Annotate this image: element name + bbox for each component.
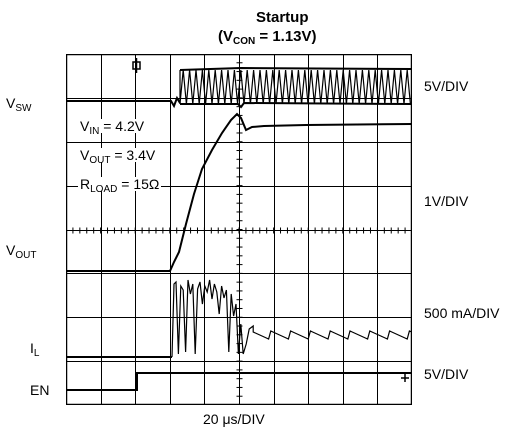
trace-en xyxy=(66,372,412,391)
chart-title-line1: Startup xyxy=(256,9,309,26)
scale-label-vout: 1V/DIV xyxy=(424,193,469,209)
channel-label-vout: VOUT xyxy=(6,242,37,261)
annotation-vin: VIN = 4.2V xyxy=(78,118,147,137)
scale-label-vsw: 5V/DIV xyxy=(424,78,469,94)
scale-label-il: 500 mA/DIV xyxy=(424,305,500,321)
scale-label-en: 5V/DIV xyxy=(424,366,469,382)
trace-vsw xyxy=(66,66,412,109)
chart-title-line2: (VCON = 1.13V) xyxy=(218,28,317,47)
trigger-marker xyxy=(132,58,141,73)
x-axis-label: 20 μs/DIV xyxy=(203,411,265,427)
scope-plot xyxy=(66,54,412,405)
annotation-vout: VOUT = 3.4V xyxy=(78,147,158,166)
graticule-ticks xyxy=(66,54,412,405)
trace-vout xyxy=(66,112,412,272)
channel-label-il: IL xyxy=(30,340,40,359)
channel-label-vsw: VSW xyxy=(6,95,32,114)
annotation-rload: RLOAD = 15Ω xyxy=(78,176,162,195)
plot-border xyxy=(66,54,412,405)
channel-label-en: EN xyxy=(30,382,50,398)
en-ground-marker xyxy=(401,374,409,382)
trace-il xyxy=(171,279,412,358)
